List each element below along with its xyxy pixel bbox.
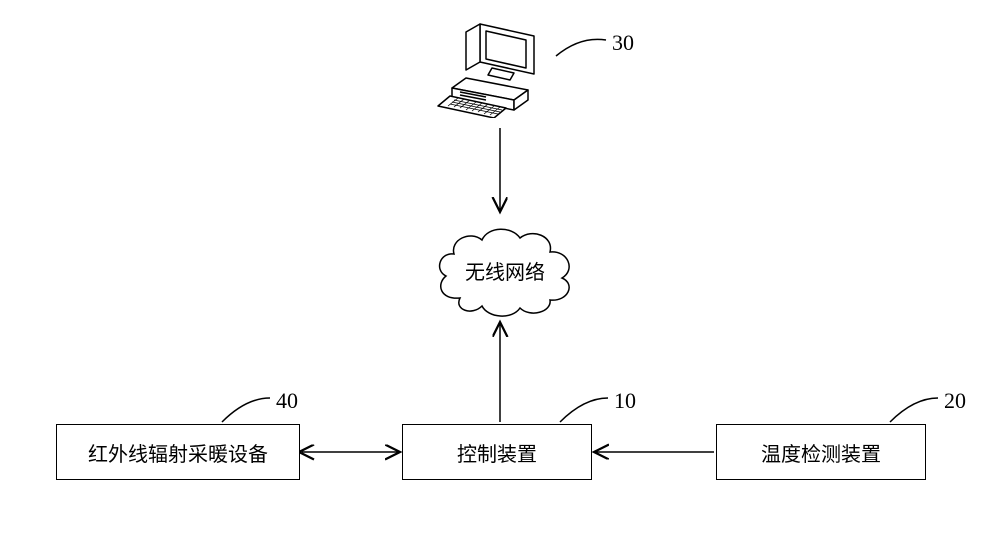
cloud-label: 无线网络 xyxy=(465,256,545,285)
